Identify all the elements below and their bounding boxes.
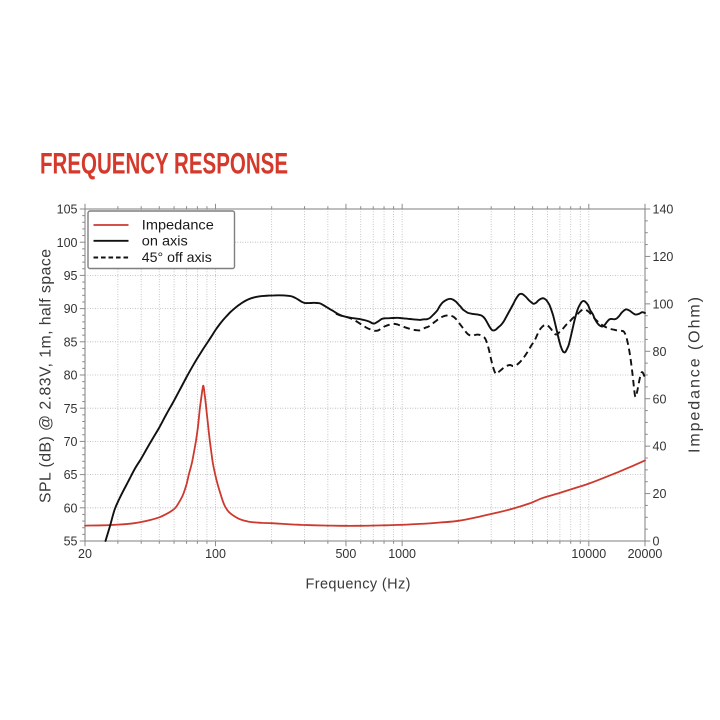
svg-text:100: 100 xyxy=(205,547,226,561)
svg-text:80: 80 xyxy=(653,345,667,359)
svg-text:40: 40 xyxy=(653,440,667,454)
svg-text:75: 75 xyxy=(64,402,78,416)
svg-text:0: 0 xyxy=(653,535,660,549)
svg-text:500: 500 xyxy=(335,547,356,561)
svg-text:60: 60 xyxy=(64,501,78,515)
svg-text:Impedance (Ohm): Impedance (Ohm) xyxy=(687,297,704,453)
svg-text:20000: 20000 xyxy=(628,547,663,561)
svg-text:65: 65 xyxy=(64,468,78,482)
svg-text:80: 80 xyxy=(64,369,78,383)
svg-text:FREQUENCY RESPONSE: FREQUENCY RESPONSE xyxy=(40,148,288,181)
svg-text:Impedance: Impedance xyxy=(142,217,214,233)
svg-text:Frequency (Hz): Frequency (Hz) xyxy=(306,577,411,593)
svg-text:95: 95 xyxy=(64,269,78,283)
svg-text:20: 20 xyxy=(78,547,92,561)
svg-text:70: 70 xyxy=(64,435,78,449)
svg-text:100: 100 xyxy=(57,236,78,250)
svg-text:20: 20 xyxy=(653,487,667,501)
svg-text:85: 85 xyxy=(64,335,78,349)
svg-text:100: 100 xyxy=(653,298,674,312)
svg-text:55: 55 xyxy=(64,535,78,549)
svg-text:SPL (dB) @ 2.83V, 1m, half spa: SPL (dB) @ 2.83V, 1m, half space xyxy=(38,249,55,503)
svg-text:105: 105 xyxy=(57,203,78,217)
svg-text:on axis: on axis xyxy=(142,232,188,248)
svg-text:1000: 1000 xyxy=(388,547,416,561)
svg-text:90: 90 xyxy=(64,302,78,316)
svg-text:45° off axis: 45° off axis xyxy=(142,249,212,265)
svg-text:10000: 10000 xyxy=(571,547,606,561)
svg-text:120: 120 xyxy=(653,250,674,264)
svg-text:60: 60 xyxy=(653,392,667,406)
svg-text:140: 140 xyxy=(653,203,674,217)
